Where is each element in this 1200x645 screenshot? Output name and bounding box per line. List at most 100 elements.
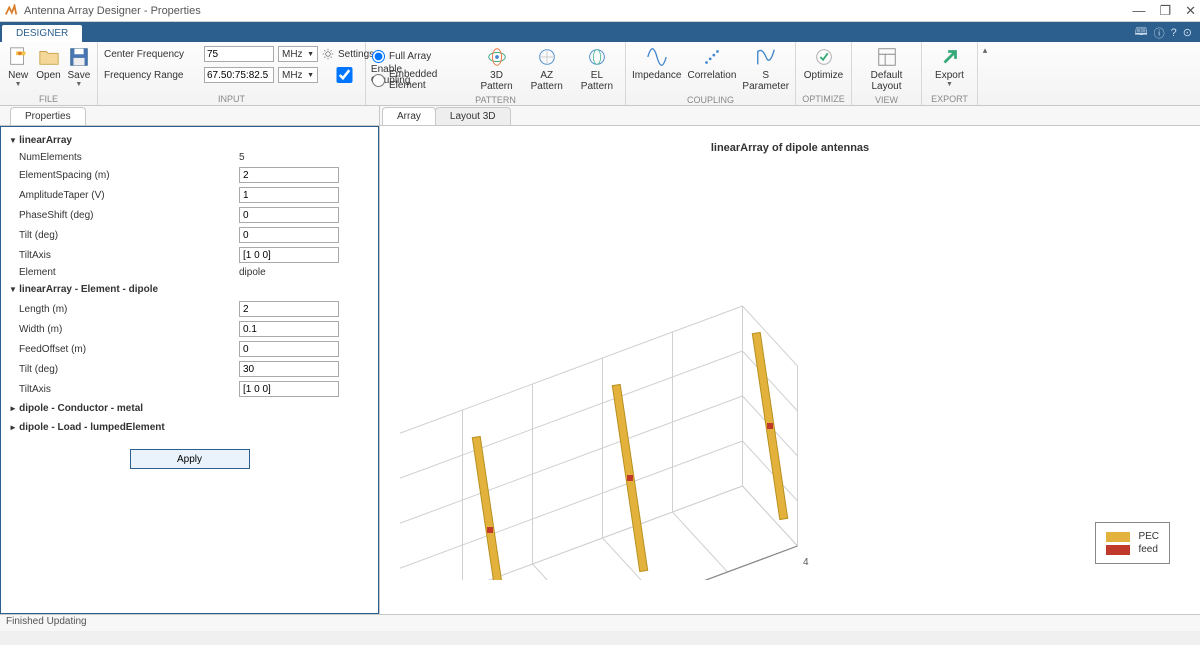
section-header[interactable]: dipole - Conductor - metal: [9, 399, 370, 418]
ribbon: New▼ Open Save▼ FILE Center Frequency MH…: [0, 42, 1200, 106]
default-layout-button[interactable]: Default Layout: [858, 44, 915, 92]
ribbon-help-question-icon[interactable]: ?: [1171, 27, 1177, 39]
property-input[interactable]: [239, 187, 339, 203]
ribbon-help-docs-icon[interactable]: 🕮: [1135, 23, 1148, 42]
property-label: FeedOffset (m): [19, 344, 239, 355]
property-row: AmplitudeTaper (V): [9, 185, 370, 205]
plot-title: linearArray of dipole antennas: [400, 136, 1180, 160]
new-button[interactable]: New▼: [6, 44, 30, 88]
property-input[interactable]: [239, 227, 339, 243]
property-label: Width (m): [19, 324, 239, 335]
legend-label: feed: [1138, 544, 1157, 555]
tab-properties[interactable]: Properties: [10, 107, 86, 125]
freq-range-input[interactable]: [204, 67, 274, 83]
property-input[interactable]: [239, 381, 339, 397]
gear-icon[interactable]: [322, 48, 334, 60]
new-icon: [7, 46, 29, 68]
freq-range-label: Frequency Range: [104, 70, 200, 81]
property-label: Tilt (deg): [19, 364, 239, 375]
legend-swatch: [1106, 532, 1130, 542]
center-freq-unit-dropdown[interactable]: MHz▼: [278, 46, 318, 62]
property-row: FeedOffset (m): [9, 339, 370, 359]
ribbon-collapse-arrow[interactable]: ▴: [978, 42, 992, 105]
3d-pattern-icon: [486, 46, 508, 68]
impedance-button[interactable]: Impedance: [632, 44, 681, 81]
enable-coupling-checkbox[interactable]: [322, 67, 367, 83]
property-input[interactable]: [239, 247, 339, 263]
property-input[interactable]: [239, 207, 339, 223]
group-label-view: VIEW: [852, 94, 921, 106]
ribbon-collapse-icon[interactable]: ⊙: [1183, 26, 1192, 39]
optimize-button[interactable]: Optimize: [802, 44, 845, 81]
property-label: Element: [19, 267, 239, 278]
section-header[interactable]: linearArray - Element - dipole: [9, 280, 370, 299]
array-3d-plot[interactable]: -4-3-2-101234-0.500.5-1-0.500.51x (m)y (…: [400, 160, 1180, 580]
property-input[interactable]: [239, 341, 339, 357]
minimize-button[interactable]: —: [1132, 3, 1145, 18]
property-input[interactable]: [239, 167, 339, 183]
embedded-element-radio[interactable]: [372, 74, 385, 87]
status-text: Finished Updating: [6, 616, 87, 627]
matlab-logo-icon: [4, 4, 18, 18]
maximize-button[interactable]: ❐: [1159, 3, 1171, 19]
full-array-radio[interactable]: [372, 50, 385, 63]
property-input[interactable]: [239, 321, 339, 337]
save-button[interactable]: Save▼: [67, 44, 91, 88]
property-row: Elementdipole: [9, 265, 370, 280]
property-row: TiltAxis: [9, 379, 370, 399]
property-row: NumElements5: [9, 150, 370, 165]
open-icon: [38, 46, 60, 68]
layout-icon: [876, 46, 898, 68]
ribbon-help-community-icon[interactable]: ⓘ: [1154, 25, 1165, 41]
sparameter-button[interactable]: S Parameter: [742, 44, 789, 92]
open-button[interactable]: Open: [36, 44, 60, 81]
plot-legend: PEC feed: [1095, 522, 1170, 564]
property-label: NumElements: [19, 152, 239, 163]
optimize-icon: [813, 46, 835, 68]
3d-pattern-button[interactable]: 3D Pattern: [474, 44, 518, 92]
correlation-icon: [701, 46, 723, 68]
statusbar: Finished Updating: [0, 614, 1200, 631]
export-button[interactable]: Export▼: [928, 44, 971, 88]
window-title: Antenna Array Designer - Properties: [24, 5, 1132, 17]
property-value: dipole: [239, 267, 266, 278]
save-icon: [68, 46, 90, 68]
el-pattern-icon: [586, 46, 608, 68]
az-pattern-button[interactable]: AZ Pattern: [525, 44, 569, 92]
property-value: 5: [239, 152, 245, 163]
property-row: TiltAxis: [9, 245, 370, 265]
tab-designer[interactable]: DESIGNER: [2, 25, 82, 42]
property-label: TiltAxis: [19, 250, 239, 261]
group-label-coupling: COUPLING: [626, 94, 795, 106]
legend-swatch: [1106, 545, 1130, 555]
correlation-button[interactable]: Correlation: [687, 44, 736, 81]
section-header[interactable]: linearArray: [9, 131, 370, 150]
tab-layout3d[interactable]: Layout 3D: [435, 107, 511, 125]
el-pattern-button[interactable]: EL Pattern: [575, 44, 619, 92]
property-row: Length (m): [9, 299, 370, 319]
property-row: Tilt (deg): [9, 359, 370, 379]
tab-array[interactable]: Array: [382, 107, 436, 125]
property-label: PhaseShift (deg): [19, 210, 239, 221]
freq-range-unit-dropdown[interactable]: MHz▼: [278, 67, 318, 83]
apply-button[interactable]: Apply: [130, 449, 250, 469]
group-label-export: EXPORT: [922, 93, 977, 105]
ribbon-tabstrip: DESIGNER 🕮 ⓘ ? ⊙: [0, 22, 1200, 42]
property-row: Width (m): [9, 319, 370, 339]
property-input[interactable]: [239, 301, 339, 317]
visualization-panel: Array Layout 3D linearArray of dipole an…: [380, 106, 1200, 614]
property-label: AmplitudeTaper (V): [19, 190, 239, 201]
close-button[interactable]: ✕: [1185, 3, 1196, 19]
center-freq-input[interactable]: [204, 46, 274, 62]
legend-item: PEC: [1106, 531, 1159, 542]
legend-item: feed: [1106, 544, 1159, 555]
property-label: Length (m): [19, 304, 239, 315]
group-label-optimize: OPTIMIZE: [796, 93, 851, 105]
group-label-pattern: PATTERN: [366, 94, 625, 106]
section-header[interactable]: dipole - Load - lumpedElement: [9, 418, 370, 437]
property-input[interactable]: [239, 361, 339, 377]
property-label: ElementSpacing (m): [19, 170, 239, 181]
group-label-file: FILE: [0, 93, 97, 105]
legend-label: PEC: [1138, 531, 1159, 542]
titlebar: Antenna Array Designer - Properties — ❐ …: [0, 0, 1200, 22]
